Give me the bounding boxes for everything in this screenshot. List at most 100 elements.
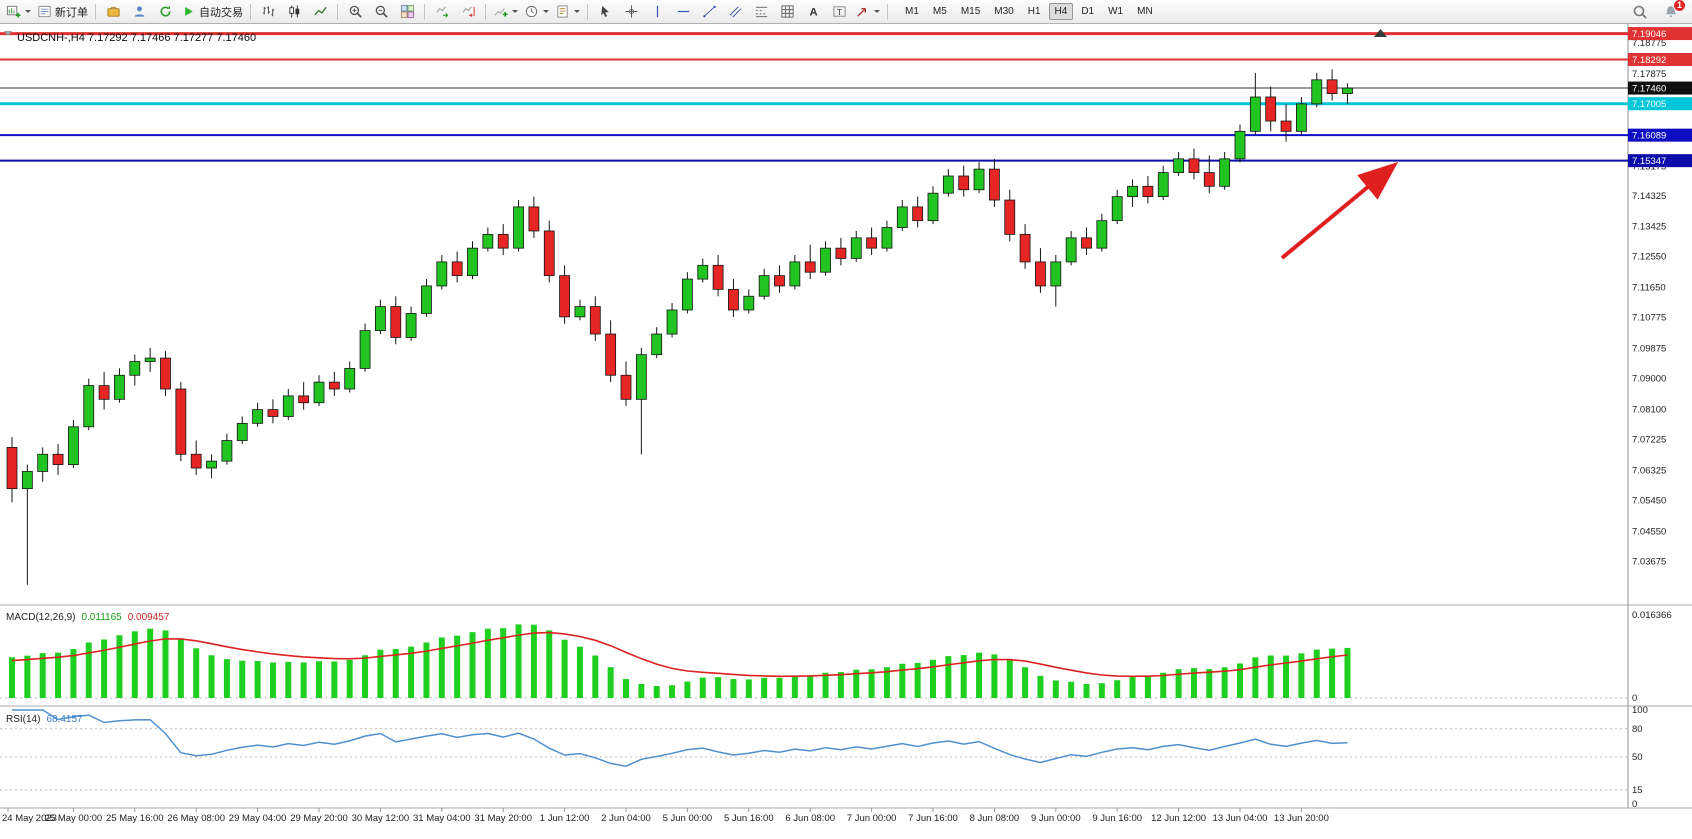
macd-bar [945, 656, 952, 698]
time-label: 13 Jun 20:00 [1274, 813, 1329, 824]
candle-body [743, 295, 755, 311]
time-label: 8 Jun 08:00 [970, 813, 1020, 824]
search-button[interactable] [1627, 1, 1653, 23]
indicators-button[interactable] [490, 1, 521, 23]
macd-bar [39, 653, 46, 698]
candle-body [6, 447, 18, 490]
candle-body [651, 333, 663, 356]
price-tick-label: 7.07225 [1632, 435, 1666, 446]
price-badge-label: 7.18292 [1632, 55, 1666, 66]
candle-body [728, 288, 739, 311]
macd-bar [362, 655, 369, 698]
refresh-button[interactable] [152, 1, 178, 23]
auto-trading-button[interactable]: 自动交易 [178, 1, 246, 23]
zoom-in-button[interactable] [342, 1, 368, 23]
timeframe-m30[interactable]: M30 [994, 6, 1014, 17]
notifications-button[interactable]: 1 [1661, 0, 1686, 22]
arrows-object-button[interactable] [852, 1, 883, 23]
timeframe-m5[interactable]: M5 [932, 6, 947, 17]
vertical-line-icon [656, 5, 658, 18]
candle-body [1188, 158, 1200, 173]
toolbox-button[interactable] [100, 1, 126, 23]
candle-body [83, 385, 95, 428]
timeframe-mn[interactable]: MN [1137, 6, 1153, 17]
candle-body [989, 168, 1000, 201]
candle-body [927, 192, 939, 222]
template-icon [557, 5, 568, 18]
chart-title: USDCNH-,H4 7.17292 7.17466 7.17277 7.174… [17, 32, 256, 44]
bars-view-button[interactable] [255, 1, 281, 23]
profile-button[interactable] [126, 1, 152, 23]
toolbar-right-group: 1 [1627, 0, 1689, 23]
candle-body [758, 275, 770, 297]
price-badge-label: 7.17005 [1632, 99, 1666, 110]
macd-bar [116, 635, 123, 698]
chart-window: 24 May 2023 25 May 00:00 25 May 16:00 26 Ma… [0, 24, 1692, 839]
candles-view-button[interactable] [281, 1, 307, 23]
text-button[interactable]: A [800, 1, 826, 23]
vertical-line-button[interactable] [644, 1, 670, 23]
chart-shift-marker[interactable] [1374, 29, 1387, 37]
candle-body [160, 357, 171, 390]
new-chart-button[interactable] [3, 1, 34, 23]
shapes-button[interactable] [774, 1, 800, 23]
time-label: 30 May 12:00 [352, 813, 410, 824]
timeframe-m15[interactable]: M15 [960, 6, 981, 17]
tile-windows-button[interactable] [394, 1, 420, 23]
timeframe-d1[interactable]: D1 [1081, 6, 1095, 17]
line-view-button[interactable] [307, 1, 333, 23]
macd-bar [392, 649, 399, 698]
time-label: 13 Jun 04:00 [1213, 813, 1268, 824]
horizontal-line-button[interactable] [670, 1, 696, 23]
new-order-button[interactable]: 新订单 [34, 1, 91, 23]
label-button[interactable]: T [826, 1, 852, 23]
macd-bar [1083, 684, 1090, 698]
time-label: 9 Jun 00:00 [1031, 813, 1081, 824]
fibonacci-button[interactable] [748, 1, 774, 23]
candle-body [804, 261, 816, 273]
candle-body [98, 385, 110, 400]
crosshair-button[interactable] [618, 1, 644, 23]
timeframe-m1[interactable]: M1 [905, 6, 919, 17]
macd-bar [239, 660, 246, 698]
zoom-out-button[interactable] [368, 1, 394, 23]
chevron-down-icon [574, 10, 580, 13]
periods-button[interactable] [521, 1, 552, 23]
trend-arrow-annotation[interactable] [1280, 161, 1399, 260]
line-chart-icon [313, 6, 327, 16]
time-label: 29 May 04:00 [229, 813, 287, 824]
macd-bar [745, 679, 752, 698]
templates-button[interactable] [552, 1, 583, 23]
macd-bar [1129, 677, 1136, 698]
macd-bar [730, 679, 737, 698]
price-badge [1628, 81, 1692, 95]
candle-body [1065, 237, 1077, 263]
macd-bar [868, 669, 875, 698]
timeframe-w1[interactable]: W1 [1108, 6, 1124, 17]
macd-bar [55, 652, 62, 698]
macd-bar [653, 685, 660, 698]
macd-bar [1068, 681, 1075, 698]
macd-bar [807, 675, 814, 698]
candle-body [206, 460, 217, 469]
timeframe-h4[interactable]: H4 [1048, 3, 1074, 20]
candle-body [666, 309, 678, 335]
macd-signal-line [11, 631, 1348, 678]
macd-bar [530, 624, 537, 698]
toolbar-separator [424, 3, 425, 20]
chart-shift-button[interactable] [455, 1, 481, 23]
timeframe-group: M1 M5 M15 M30 H1 H4 D1 W1 MN [898, 3, 1160, 20]
one-click-trading-toggle[interactable] [4, 31, 12, 36]
candle-body [1081, 237, 1092, 249]
auto-scroll-button[interactable] [429, 1, 455, 23]
trendline-button[interactable] [696, 1, 722, 23]
macd-panel [0, 624, 1628, 699]
cursor-icon [600, 5, 609, 17]
candle-body [850, 237, 862, 259]
rsi-axis-label: 80 [1632, 724, 1643, 735]
price-tick-label: 7.08100 [1632, 405, 1666, 416]
timeframe-h1[interactable]: H1 [1027, 6, 1041, 17]
cursor-button[interactable] [592, 1, 618, 23]
channel-button[interactable] [722, 1, 748, 23]
